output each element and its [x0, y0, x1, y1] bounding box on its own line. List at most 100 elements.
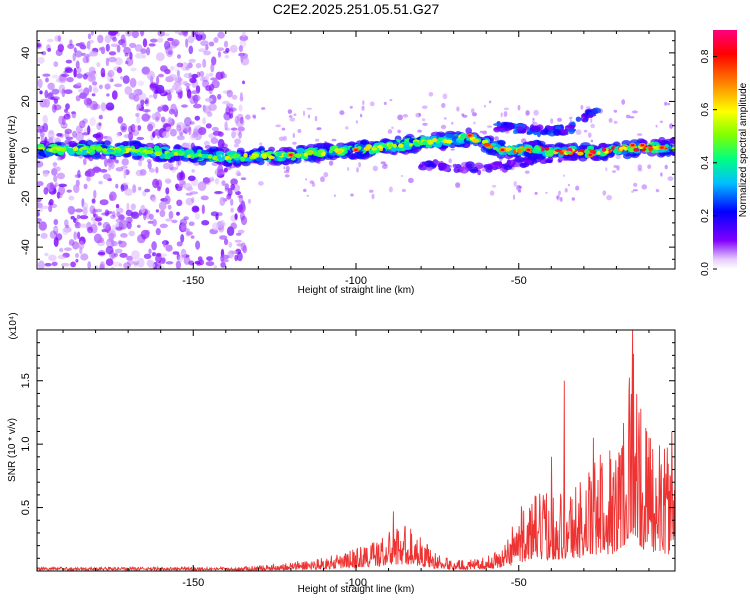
noise-blob — [81, 132, 90, 136]
noise-blob — [231, 94, 238, 100]
noise-blob — [105, 57, 110, 67]
noise-blob — [40, 232, 48, 239]
branch-blob — [553, 129, 562, 137]
noise-blob — [105, 258, 114, 267]
noise-blob — [105, 246, 114, 255]
faint-blob — [422, 122, 428, 126]
bottom-x-axis-label: Height of straight line (km) — [298, 584, 415, 595]
noise-blob — [75, 131, 84, 142]
noise-blob — [56, 133, 63, 137]
noise-blob — [214, 191, 224, 194]
noise-blob — [210, 63, 215, 73]
faint-blob — [503, 111, 508, 117]
noise-blob — [169, 166, 178, 171]
noise-blob — [239, 92, 243, 100]
faint-blob — [487, 125, 492, 128]
noise-blob — [161, 104, 169, 112]
noise-blob — [76, 82, 82, 87]
noise-blob — [238, 45, 243, 52]
faint-blob — [585, 106, 591, 109]
noise-blob — [181, 222, 187, 232]
faint-blob — [380, 161, 386, 165]
faint-blob — [660, 172, 663, 177]
faint-blob — [401, 188, 406, 193]
noise-blob — [137, 125, 142, 131]
band-blob — [460, 134, 466, 139]
noise-blob — [109, 191, 117, 201]
noise-blob — [98, 237, 105, 244]
noise-blob — [186, 186, 194, 192]
noise-blob — [150, 38, 158, 43]
noise-blob — [53, 227, 59, 232]
noise-blob — [104, 157, 108, 168]
noise-blob — [74, 50, 83, 58]
band-blob — [190, 153, 195, 158]
bottom-x-axis: -150 -100 -50 — [62, 330, 650, 589]
faint-blob — [590, 139, 594, 143]
noise-blob — [177, 160, 182, 166]
noise-blob — [134, 124, 139, 134]
noise-blob — [37, 78, 43, 89]
noise-blob — [151, 113, 156, 120]
faint-blob — [350, 193, 354, 197]
noise-blob — [88, 39, 94, 44]
noise-blob — [115, 183, 119, 189]
noise-blob — [148, 248, 152, 255]
noise-blob — [225, 47, 230, 53]
faint-blob — [258, 181, 264, 186]
noise-blob — [53, 161, 57, 169]
noise-blob — [160, 253, 167, 257]
branch-blob — [546, 126, 554, 131]
band-blob — [138, 147, 146, 151]
faint-blob — [482, 168, 487, 172]
noise-blob — [86, 176, 91, 182]
faint-blob — [524, 170, 530, 174]
noise-blob — [144, 99, 149, 105]
noise-blob — [75, 60, 80, 69]
noise-blob — [122, 182, 129, 186]
noise-blob — [78, 41, 86, 49]
faint-blob — [664, 101, 668, 106]
branch-blob — [575, 116, 582, 122]
noise-blob — [120, 233, 128, 238]
faint-blob — [372, 165, 378, 172]
noise-blob — [133, 89, 138, 94]
noise-blob — [42, 170, 49, 177]
noise-blob — [219, 196, 226, 206]
band-blob — [445, 133, 455, 139]
faint-blob — [580, 105, 584, 110]
noise-blob — [67, 43, 75, 50]
noise-blob — [130, 203, 136, 211]
faint-blob — [488, 100, 492, 104]
faint-blob — [387, 129, 393, 134]
noise-blob — [175, 260, 182, 269]
faint-blob — [323, 172, 329, 178]
noise-blob — [216, 47, 225, 51]
faint-blob — [613, 109, 618, 113]
noise-blob — [116, 44, 121, 53]
faint-blob — [545, 191, 548, 194]
noise-blob — [167, 92, 172, 101]
noise-blob — [176, 211, 180, 216]
noise-blob — [49, 184, 57, 190]
faint-blob — [369, 101, 375, 107]
noise-blob — [209, 176, 215, 180]
noise-blob — [157, 106, 163, 112]
branch-blob — [425, 166, 433, 172]
noise-blob — [110, 240, 118, 247]
noise-blob — [73, 47, 77, 53]
noise-blob — [94, 217, 102, 222]
branch-blob — [493, 126, 501, 133]
noise-blob — [106, 93, 110, 97]
noise-blob — [37, 43, 41, 48]
noise-blob — [49, 130, 54, 135]
faint-blob — [389, 99, 393, 102]
noise-blob — [138, 159, 143, 167]
noise-blob — [61, 88, 66, 98]
branch-blob — [522, 162, 530, 168]
noise-blob — [82, 202, 89, 211]
noise-blob — [201, 220, 210, 226]
noise-blob — [191, 169, 195, 173]
noise-blob — [157, 31, 165, 37]
noise-blob — [228, 107, 237, 112]
